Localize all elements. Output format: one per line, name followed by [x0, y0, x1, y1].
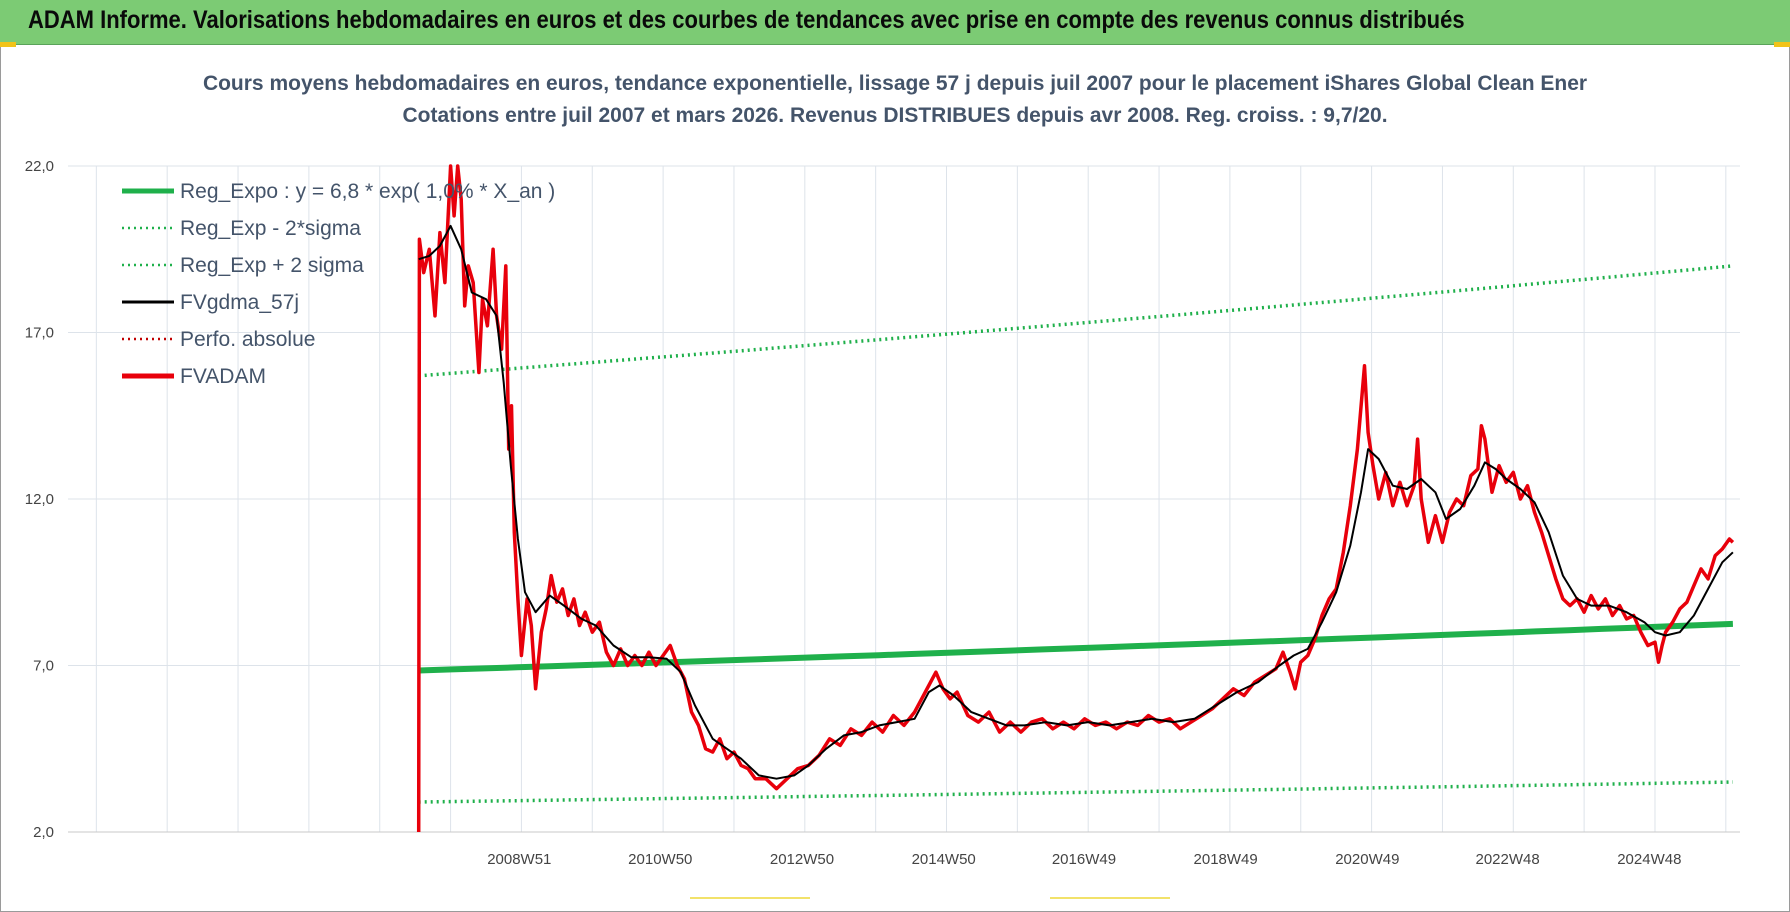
x-tick-label: 2024W48	[1617, 851, 1681, 868]
legend: Reg_Expo : y = 6,8 * exp( 1,0% * X_an ) R…	[122, 180, 555, 388]
legend-label: Reg_Exp + 2 sigma	[180, 254, 364, 277]
series-lines	[416, 164, 1735, 833]
legend-label: FVADAM	[180, 365, 266, 388]
y-tick-label: 12,0	[25, 491, 54, 508]
y-tick-label: 7,0	[33, 658, 54, 675]
x-tick-label: 2016W49	[1052, 851, 1116, 868]
report-title: ADAM Informe. Valorisations hebdomadaire…	[28, 6, 1465, 34]
x-tick-label: 2018W49	[1194, 851, 1258, 868]
bottom-accent-2	[1050, 897, 1170, 899]
legend-label: FVgdma_57j	[180, 291, 299, 314]
legend-label: Perfo. absolue	[180, 328, 315, 351]
corner-marker-right	[1774, 42, 1790, 47]
series-line-reg-exp-2-sigma	[418, 780, 1733, 804]
chart-title-line-2: Cotations entre juil 2007 et mars 2026. …	[402, 104, 1388, 127]
series-line-reg-exp-2-sigma	[418, 264, 1734, 378]
legend-label: Reg_Exp - 2*sigma	[180, 217, 361, 240]
x-tick-label: 2012W50	[770, 851, 834, 868]
x-tick-label: 2010W50	[628, 851, 692, 868]
x-tick-label: 2022W48	[1476, 851, 1540, 868]
chart-title-line-1: Cours moyens hebdomadaires en euros, ten…	[202, 72, 1588, 95]
y-tick-label: 22,0	[25, 158, 54, 175]
y-tick-label: 17,0	[25, 325, 54, 342]
x-tick-label: 2008W51	[487, 851, 551, 868]
x-tick-label: 2020W49	[1335, 851, 1399, 868]
legend-label: Reg_Expo : y = 6,8 * exp( 1,0% * X_an )	[180, 180, 555, 203]
series-line-reg-expo-y-6-8-exp-1-0-x-an-	[418, 620, 1734, 674]
y-tick-label: 2,0	[33, 824, 54, 841]
series-line-fvgdma-57j	[418, 224, 1734, 780]
x-tick-label: 2014W50	[912, 851, 976, 868]
bottom-accent-1	[690, 897, 810, 899]
corner-marker-left	[0, 42, 16, 47]
tick-labels: 2,0 7,0 12,0 17,0 22,0 2008W51 2010W50 2012W50 2…	[25, 158, 1682, 868]
report-header: ADAM Informe. Valorisations hebdomadaire…	[0, 0, 1790, 45]
